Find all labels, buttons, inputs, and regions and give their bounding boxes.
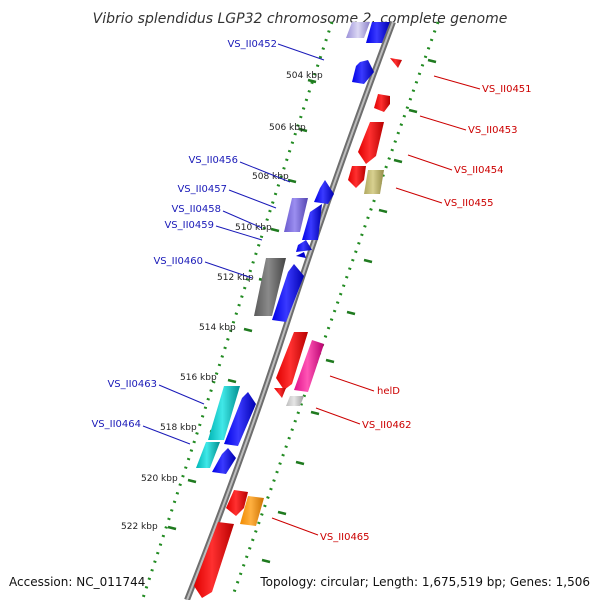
gene-feature-vs-ii0462 bbox=[286, 396, 304, 406]
genome-summary-text: Topology: circular; Length: 1,675,519 bp… bbox=[259, 575, 590, 589]
gene-feature-small-red bbox=[274, 388, 286, 398]
gene-feature-top-blue bbox=[366, 22, 390, 43]
gene-feature-vs-ii0456 bbox=[314, 180, 334, 204]
ruler-label: 522 kbp bbox=[121, 522, 158, 532]
gene-feature-vs-ii0459 bbox=[296, 240, 312, 252]
gene-feature-vs-ii0454-b bbox=[348, 166, 366, 188]
gene-label-reverse[interactable]: VS_II0454 bbox=[454, 165, 504, 176]
gene-label-reverse[interactable]: helD bbox=[377, 386, 400, 397]
gene-feature-vs-ii0457 bbox=[284, 198, 308, 232]
gene-label-forward[interactable]: VS_II0457 bbox=[177, 184, 227, 195]
gene-feature-vs-ii0460-blue bbox=[272, 264, 304, 322]
ruler-label: 506 kbp bbox=[269, 123, 306, 133]
forward-gene-labels: VS_II0452 VS_II0456 VS_II0457 VS_II0458 … bbox=[91, 39, 325, 445]
gene-feature-vs-ii0465 bbox=[240, 496, 264, 526]
ruler-label: 514 kbp bbox=[199, 323, 236, 333]
gene-feature-vs-ii0463 bbox=[208, 386, 240, 440]
gene-label-forward[interactable]: VS_II0459 bbox=[164, 220, 214, 231]
ruler-label: 508 kbp bbox=[252, 172, 289, 182]
gene-feature-held bbox=[294, 340, 324, 392]
forward-track-dots bbox=[141, 21, 334, 599]
gene-label-reverse[interactable]: VS_II0453 bbox=[468, 125, 518, 136]
gene-label-forward[interactable]: VS_II0452 bbox=[227, 39, 277, 50]
reverse-gene-labels: VS_II0451 VS_II0453 VS_II0454 VS_II0455 … bbox=[271, 75, 532, 543]
ruler-label: 512 kbp bbox=[217, 273, 254, 283]
gene-feature-vs-ii0458 bbox=[302, 204, 322, 240]
gene-feature-red-bottom bbox=[194, 522, 234, 598]
gene-label-forward[interactable]: VS_II0464 bbox=[91, 419, 141, 430]
gene-feature-lavender bbox=[346, 22, 370, 38]
gene-feature-vs-ii0464-cyan bbox=[196, 442, 220, 468]
gene-feature-red-lower bbox=[226, 490, 248, 516]
gene-feature-vs-ii0463-blue bbox=[224, 392, 256, 446]
gene-feature-vs-ii0455 bbox=[364, 170, 384, 194]
accession-text: Accession: NC_011744 bbox=[9, 575, 145, 589]
gene-label-reverse[interactable]: VS_II0455 bbox=[444, 198, 494, 209]
ruler-label: 504 kbp bbox=[286, 71, 323, 81]
gene-feature-vs-ii0464-blue bbox=[212, 448, 236, 474]
ruler-label: 520 kbp bbox=[141, 474, 178, 484]
ruler-label: 510 kbp bbox=[235, 223, 272, 233]
gene-feature-vs-ii0454-a bbox=[358, 122, 384, 164]
genome-backbone-highlight bbox=[186, 21, 394, 600]
gene-label-reverse[interactable]: VS_II0451 bbox=[482, 84, 532, 95]
map-title: Vibrio splendidus LGP32 chromosome 2, co… bbox=[93, 11, 508, 27]
gene-label-forward[interactable]: VS_II0458 bbox=[171, 204, 221, 215]
gene-label-forward[interactable]: VS_II0460 bbox=[153, 256, 203, 267]
gene-feature-vs-ii0452 bbox=[352, 60, 374, 84]
ruler-label: 516 kbp bbox=[180, 373, 217, 383]
gene-label-reverse[interactable]: VS_II0462 bbox=[362, 420, 412, 431]
gene-label-forward[interactable]: VS_II0463 bbox=[107, 379, 157, 390]
gene-feature-red-tall bbox=[276, 332, 308, 390]
gene-feature-small bbox=[296, 252, 306, 258]
gene-feature-vs-ii0460-gray bbox=[254, 258, 286, 316]
gene-feature-vs-ii0453 bbox=[374, 94, 390, 112]
ruler-label: 518 kbp bbox=[160, 423, 197, 433]
reverse-track-ticks bbox=[261, 58, 437, 564]
gene-feature-vs-ii0451 bbox=[390, 58, 402, 68]
gene-label-forward[interactable]: VS_II0456 bbox=[188, 155, 238, 166]
gene-label-reverse[interactable]: VS_II0465 bbox=[320, 532, 370, 543]
